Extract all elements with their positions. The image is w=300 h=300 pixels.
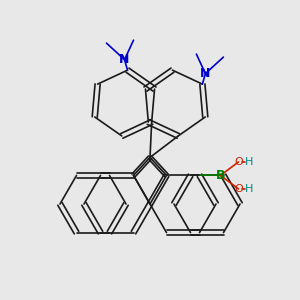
Text: O: O [234,184,243,194]
Text: H: H [245,184,253,194]
Text: N: N [200,67,211,80]
Text: H: H [245,157,253,167]
Text: N: N [119,53,130,66]
Text: B: B [216,169,225,182]
Text: O: O [234,157,243,167]
